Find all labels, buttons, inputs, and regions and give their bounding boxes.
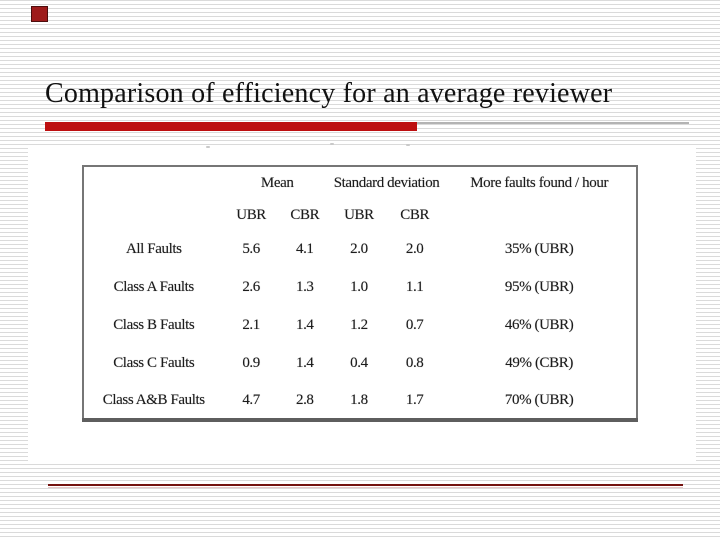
table-cell: 1.4 — [295, 316, 314, 333]
table-cell: 2.8 — [295, 391, 314, 408]
efficiency-table: Mean Standard deviation More faults foun… — [82, 165, 638, 422]
table-cell: 0.8 — [405, 354, 424, 371]
scan-speck — [206, 146, 210, 148]
table-row: Class C Faults 0.9 1.4 0.4 0.8 49% (CBR) — [83, 344, 637, 382]
stddev-group-header: Standard deviation — [333, 175, 440, 191]
title-underline-red-bar — [45, 122, 417, 131]
mean-ubr-header: UBR — [236, 206, 266, 223]
table-cell: 1.2 — [350, 316, 368, 333]
table-row: Class A&B Faults 4.7 2.8 1.8 1.7 70% (UB… — [83, 382, 637, 420]
row-label: Class B Faults — [113, 316, 195, 333]
table-cell: 46% (UBR) — [504, 316, 574, 333]
corner-accent-square — [31, 6, 48, 22]
sd-cbr-header: CBR — [400, 206, 430, 223]
row-label: Class C Faults — [113, 354, 195, 371]
table-cell: 0.4 — [350, 354, 368, 371]
table-cell: 0.7 — [405, 316, 424, 333]
mean-cbr-header: CBR — [290, 206, 320, 223]
table-group-header-row: Mean Standard deviation More faults foun… — [83, 166, 637, 200]
table-cell: 1.3 — [295, 278, 314, 295]
table-cell: 5.6 — [242, 240, 260, 257]
row-label: Class A&B Faults — [102, 391, 205, 408]
table-cell: 1.4 — [295, 354, 314, 371]
scan-speck — [330, 143, 334, 145]
mean-group-header: Mean — [260, 175, 294, 191]
slide-title: Comparison of efficiency for an average … — [45, 78, 613, 109]
table-cell: 1.0 — [350, 278, 368, 295]
table-cell: 2.0 — [405, 240, 424, 257]
table-row: All Faults 5.6 4.1 2.0 2.0 35% (UBR) — [83, 230, 637, 268]
table-cell: 1.1 — [405, 278, 424, 295]
row-label: All Faults — [125, 240, 182, 257]
empty-header-cell — [442, 200, 637, 230]
table-cell: 2.0 — [350, 240, 368, 257]
table-cell: 1.7 — [405, 391, 424, 408]
table-sub-header-row: UBR CBR UBR CBR — [83, 200, 637, 230]
row-label: Class A Faults — [113, 278, 195, 295]
more-faults-header: More faults found / hour — [470, 175, 609, 191]
table-cell: 95% (UBR) — [504, 278, 574, 295]
table-cell: 2.6 — [242, 278, 260, 295]
empty-header-cell — [83, 166, 224, 200]
table-cell: 4.1 — [295, 240, 314, 257]
scan-speck — [406, 144, 410, 146]
table-cell: 49% (CBR) — [505, 354, 573, 371]
table-cell: 1.8 — [350, 391, 368, 408]
table-cell: 2.1 — [242, 316, 260, 333]
footer-rule-dark — [48, 484, 683, 486]
table-image-area: Mean Standard deviation More faults foun… — [28, 143, 696, 462]
sd-ubr-header: UBR — [344, 206, 374, 223]
table-cell: 70% (UBR) — [504, 391, 574, 408]
table-row: Class B Faults 2.1 1.4 1.2 0.7 46% (UBR) — [83, 306, 637, 344]
title-underline-gray-line — [417, 122, 689, 124]
table-row: Class A Faults 2.6 1.3 1.0 1.1 95% (UBR) — [83, 268, 637, 306]
table-cell: 0.9 — [242, 354, 260, 371]
empty-header-cell — [83, 200, 224, 230]
table-cell: 4.7 — [242, 391, 260, 408]
footer-rule-light — [48, 487, 683, 488]
table-cell: 35% (UBR) — [504, 240, 574, 257]
